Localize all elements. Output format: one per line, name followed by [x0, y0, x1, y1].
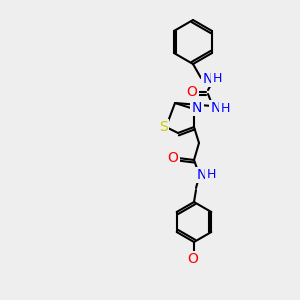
- Text: N: N: [211, 101, 221, 115]
- Text: N: N: [192, 101, 202, 115]
- Text: H: H: [220, 101, 230, 115]
- Text: N: N: [197, 168, 207, 182]
- Text: S: S: [159, 120, 167, 134]
- Text: O: O: [188, 252, 198, 266]
- Text: H: H: [212, 73, 222, 85]
- Text: O: O: [187, 85, 197, 99]
- Text: H: H: [206, 169, 216, 182]
- Text: O: O: [168, 151, 178, 165]
- Text: N: N: [203, 72, 213, 86]
